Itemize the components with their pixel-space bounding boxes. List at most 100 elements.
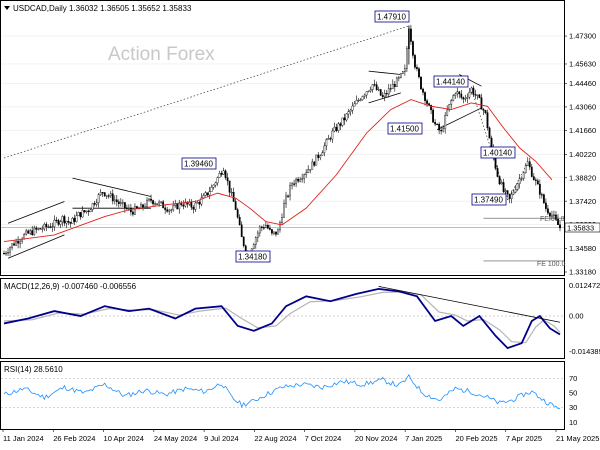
candle-body [502, 182, 505, 192]
candle-body [208, 191, 211, 196]
candle-body [379, 89, 382, 96]
y-tick-label: 1.38820 [569, 173, 596, 182]
candle-body [321, 152, 324, 156]
candle-body [260, 226, 263, 228]
candle-body [375, 84, 378, 91]
candle-body [59, 221, 62, 225]
candle-body [496, 168, 499, 177]
candle-body [61, 216, 64, 222]
annotation-recent-low: 1.37490 [474, 196, 503, 205]
candle-body [35, 227, 38, 230]
candle-body [85, 210, 88, 213]
macd-panel-frame [0, 278, 565, 359]
candle-body [23, 234, 26, 240]
candle-body [559, 224, 561, 229]
candle-body [5, 252, 7, 255]
candle-body [63, 216, 66, 224]
candle-body [490, 137, 493, 148]
candle-body [305, 172, 308, 175]
candle-body [111, 193, 114, 202]
candle-body [33, 227, 36, 235]
macd-series [1, 286, 564, 350]
candle-body [226, 177, 229, 182]
candle-body [327, 138, 330, 140]
candle-body [460, 93, 463, 98]
candle-body [283, 203, 285, 218]
watermark-text: Action Forex [108, 44, 215, 65]
candle-body [462, 97, 465, 100]
candle-body [393, 84, 396, 87]
candle-body [101, 192, 104, 194]
candle-body [410, 28, 412, 42]
candle-body [127, 208, 130, 210]
candle-body [264, 224, 267, 229]
macd-y-tick-label: 0.00 [569, 312, 584, 321]
candle-body [196, 202, 199, 204]
candle-body [281, 217, 283, 223]
candle-body [347, 111, 350, 115]
candle-body [275, 231, 277, 235]
chart-menu-icon[interactable] [4, 6, 10, 10]
candle-body [222, 170, 225, 175]
candle-body [154, 203, 156, 205]
candle-body [551, 214, 553, 217]
candle-body [518, 178, 521, 184]
candle-body [440, 129, 443, 132]
last-price-tag [564, 222, 600, 233]
last-price-label: 1.35833 [567, 224, 594, 233]
candle-body [293, 183, 295, 185]
candle-body [150, 198, 152, 201]
candle-body [367, 90, 370, 92]
candle-body [319, 155, 322, 158]
candle-body [381, 95, 384, 98]
y-tick-label: 1.44460 [569, 79, 596, 88]
candle-body [142, 204, 144, 208]
candle-body [351, 105, 354, 111]
candle-body [528, 161, 531, 168]
candle-body [134, 206, 136, 215]
candle-body [236, 209, 239, 218]
candle-body [152, 200, 154, 205]
y-tick-label: 1.47300 [569, 32, 596, 41]
candle-body [476, 94, 479, 96]
candle-body [91, 203, 94, 210]
candle-body [353, 103, 356, 107]
candle-body [401, 71, 404, 74]
candle-body [287, 195, 289, 197]
candle-body [303, 174, 306, 179]
candle-body [494, 157, 497, 169]
candle-body [89, 209, 92, 213]
macd-y-tick-label: 0.012472 [569, 281, 600, 290]
candle-body [13, 243, 15, 246]
candle-body [438, 124, 441, 131]
x-tick-label: 20 Feb 2025 [455, 434, 497, 443]
candle-body [97, 194, 100, 203]
candle-body [9, 247, 11, 253]
candle-body [534, 179, 537, 181]
rsi-y-tick-label: 10 [569, 418, 577, 427]
candle-body [67, 220, 70, 223]
rsi-series [1, 373, 564, 410]
candle-body [87, 210, 90, 213]
candle-body [450, 100, 453, 105]
candle-body [218, 173, 221, 178]
candle-body [430, 104, 432, 111]
candle-body [486, 112, 489, 129]
candle-body [454, 93, 457, 96]
x-tick-label: 24 May 2024 [154, 434, 197, 443]
candle-body [132, 211, 134, 215]
candle-body [424, 92, 426, 101]
price-title: USDCAD,Daily 1.36032 1.36505 1.35652 1.3… [13, 4, 192, 13]
candle-body [484, 110, 487, 113]
candle-body [25, 230, 28, 235]
candle-body [289, 185, 291, 197]
candle-body [547, 208, 549, 214]
candle-body [434, 122, 437, 125]
candle-body [77, 212, 80, 216]
candle-body [436, 123, 439, 126]
candle-body [43, 223, 46, 230]
candle-body [299, 179, 302, 182]
candle-body [269, 228, 271, 230]
candle-body [17, 240, 20, 244]
